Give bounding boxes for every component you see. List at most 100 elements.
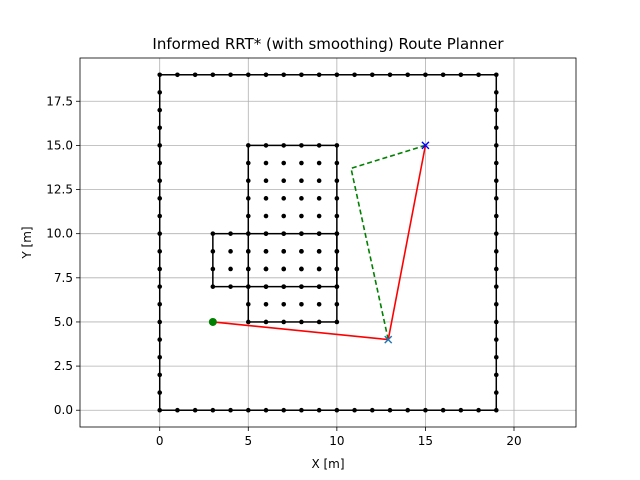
obstacle-point xyxy=(334,249,340,254)
y-tick-label: 0.0 xyxy=(54,403,73,417)
obstacle-point xyxy=(299,231,304,236)
boundary-point xyxy=(228,72,233,78)
obstacle-point xyxy=(281,213,287,219)
boundary-point xyxy=(493,143,499,148)
boundary-point xyxy=(493,390,499,395)
obstacle-point xyxy=(334,160,340,166)
obstacle-point xyxy=(281,178,287,184)
obstacle-point xyxy=(245,284,251,289)
boundary-point xyxy=(157,143,163,148)
boundary-point xyxy=(157,231,163,236)
goal-marker-stroke xyxy=(421,141,430,150)
boundary-point xyxy=(316,72,322,78)
boundary-point xyxy=(405,407,411,413)
obstacle-point xyxy=(245,178,251,184)
obstacle-point xyxy=(281,301,287,307)
axes-frame xyxy=(79,57,577,428)
chart-title: Informed RRT* (with smoothing) Route Pla… xyxy=(152,35,504,53)
boundary-point xyxy=(458,72,464,78)
boundary-point xyxy=(352,407,357,413)
obstacle-point xyxy=(334,178,340,184)
boundary-point xyxy=(175,407,180,413)
obstacle-point xyxy=(281,196,287,201)
boundary-point xyxy=(476,407,481,413)
obstacle-point xyxy=(263,319,269,325)
obstacle-point xyxy=(316,160,322,166)
obstacle-point xyxy=(263,284,269,289)
obstacle-point xyxy=(299,213,304,219)
obstacle-point xyxy=(228,249,233,254)
obstacle-point xyxy=(228,266,233,272)
boundary-point xyxy=(493,213,499,219)
y-tick-label: 12.5 xyxy=(46,183,73,197)
obstacle-point xyxy=(316,178,322,184)
boundary-point xyxy=(493,319,499,325)
boundary-point xyxy=(493,266,499,272)
raw-path-line xyxy=(350,144,426,340)
boundary-point xyxy=(157,160,163,166)
obstacle-point xyxy=(299,160,304,166)
boundary-point xyxy=(210,72,216,78)
obstacle-point xyxy=(245,196,251,201)
obstacle-point xyxy=(299,196,304,201)
boundary-point xyxy=(369,407,375,413)
obstacle-point xyxy=(245,160,251,166)
obstacle-point xyxy=(299,178,304,184)
obstacle-point xyxy=(281,160,287,166)
x-tick-label: 10 xyxy=(329,434,344,448)
obstacle-point xyxy=(263,266,269,272)
tick-layer: 0 5 10 15 20 0.0 2.5 5.0 7.5 10.0 12.5 15.0 17.5 xyxy=(46,94,521,448)
y-tick-label: 15.0 xyxy=(46,138,73,152)
boundary-point xyxy=(299,407,304,413)
boundary-point xyxy=(423,407,428,413)
boundary-point xyxy=(157,90,163,95)
obstacle-point xyxy=(228,284,233,289)
x-tick-label: 20 xyxy=(506,434,521,448)
obstacle-point xyxy=(263,178,269,184)
obstacle-point xyxy=(334,301,340,307)
obstacle-outline xyxy=(212,232,338,288)
waypoint-marker-stroke xyxy=(384,335,393,344)
boundary-point xyxy=(263,72,269,78)
obstacle-point xyxy=(210,249,216,254)
boundary-point xyxy=(352,72,357,78)
boundary-point xyxy=(157,107,163,113)
y-tick-label: 17.5 xyxy=(46,94,73,108)
boundary-point xyxy=(245,72,251,78)
boundary-point xyxy=(281,72,287,78)
obstacle-point xyxy=(334,143,340,148)
boundary-point xyxy=(157,196,163,201)
boundary-point xyxy=(387,72,393,78)
boundary-point xyxy=(157,390,163,395)
obstacle-point xyxy=(334,231,340,236)
x-axis-label: X [m] xyxy=(311,457,344,471)
y-tick-label: 10.0 xyxy=(46,227,73,241)
obstacle-point xyxy=(316,301,322,307)
y-tick-label: 7.5 xyxy=(54,271,73,285)
obstacle-point xyxy=(281,231,287,236)
obstacle-point xyxy=(316,213,322,219)
boundary-point xyxy=(493,337,499,342)
boundary-point xyxy=(493,372,499,378)
y-tick-label: 2.5 xyxy=(54,359,73,373)
x-tick-label: 5 xyxy=(244,434,252,448)
obstacle-point xyxy=(210,284,216,289)
obstacle-point xyxy=(263,196,269,201)
obstacle-point xyxy=(334,196,340,201)
boundary-point xyxy=(493,249,499,254)
boundary-point xyxy=(281,407,287,413)
boundary-point xyxy=(157,266,163,272)
obstacle-point xyxy=(263,143,269,148)
obstacle-point xyxy=(245,266,251,272)
boundary-point xyxy=(157,337,163,342)
boundary-point xyxy=(493,407,499,413)
boundary-point xyxy=(157,407,163,413)
boundary-point xyxy=(175,72,180,78)
obstacle-point xyxy=(299,143,304,148)
obstacle-point xyxy=(334,319,340,325)
boundary-point xyxy=(440,72,446,78)
obstacle-point xyxy=(316,284,322,289)
boundary-point xyxy=(493,160,499,166)
boundary-point xyxy=(334,72,340,78)
